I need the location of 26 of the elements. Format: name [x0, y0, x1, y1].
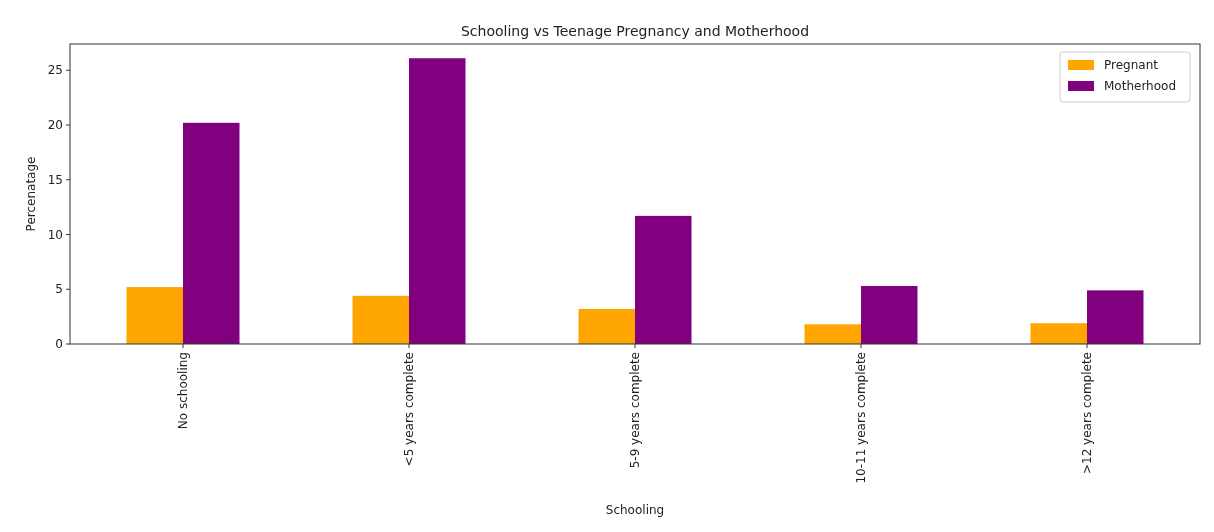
chart-title: Schooling vs Teenage Pregnancy and Motherhood: [460, 23, 810, 39]
bar: [352, 295, 409, 344]
x-tick-label: 5-9 years complete: [628, 352, 643, 469]
x-tick-label: <5 years complete: [402, 352, 417, 467]
bar: [861, 285, 918, 344]
bar: [578, 308, 635, 344]
y-tick-label: 25: [47, 63, 63, 78]
x-tick-label: No schooling: [176, 352, 191, 430]
legend-label: Motherhood: [1104, 79, 1177, 94]
bar: [635, 215, 692, 344]
y-tick-label: 15: [47, 172, 63, 187]
bar: [1030, 323, 1087, 344]
bar: [1087, 290, 1144, 344]
bar: [126, 287, 183, 344]
x-tick-label: 10-11 years complete: [854, 352, 869, 484]
y-tick-label: 10: [47, 227, 63, 242]
x-axis-title: Schooling: [605, 503, 665, 517]
x-tick-label: >12 years complete: [1080, 352, 1095, 475]
y-tick-label: 20: [47, 118, 63, 133]
legend-label: Pregnant: [1104, 58, 1159, 73]
y-axis-title: Percenatage: [24, 156, 38, 232]
y-tick-label: 5: [55, 282, 63, 297]
bar: [804, 324, 861, 344]
bar: [183, 122, 240, 344]
y-tick-label: 0: [55, 337, 63, 352]
bar: [409, 58, 466, 344]
